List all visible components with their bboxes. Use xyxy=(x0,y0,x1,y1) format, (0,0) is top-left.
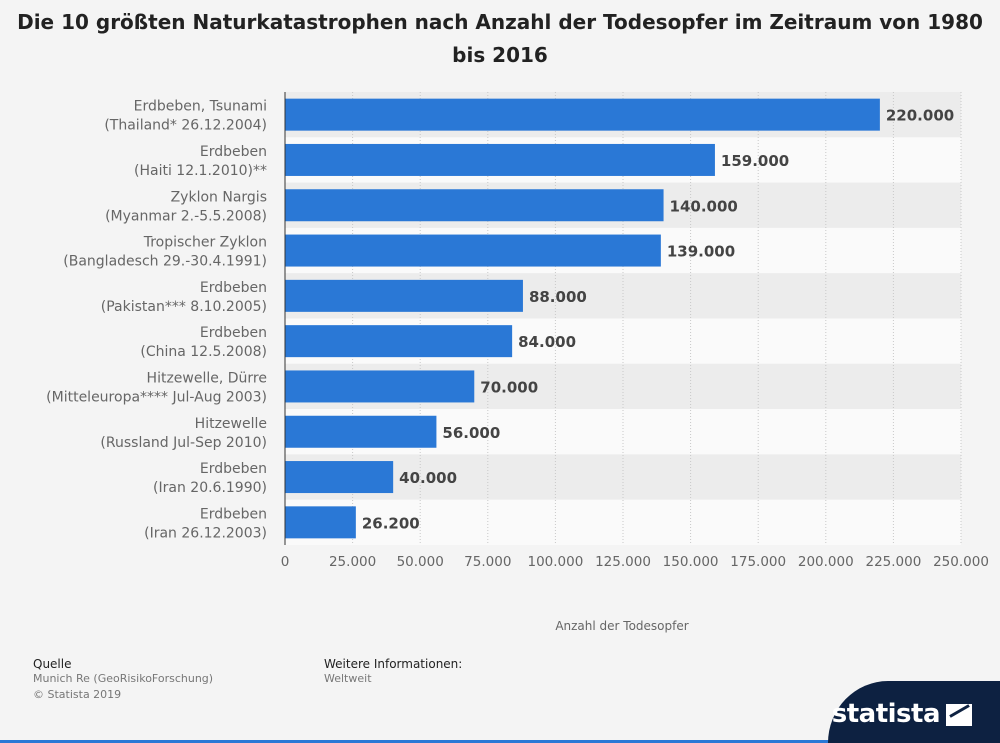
x-tick-label: 125.000 xyxy=(595,554,651,570)
category-label: (Mitteleuropa**** Jul-Aug 2003) xyxy=(46,389,267,405)
x-axis-title: Anzahl der Todesopfer xyxy=(555,619,688,633)
bar[interactable] xyxy=(285,279,523,312)
x-tick-label: 225.000 xyxy=(865,554,921,570)
bar[interactable] xyxy=(285,143,715,176)
x-tick-label: 100.000 xyxy=(527,554,583,570)
value-label: 159.000 xyxy=(721,152,789,170)
copyright-line: © Statista 2019 xyxy=(33,688,122,701)
category-label: Erdbeben xyxy=(200,144,267,160)
value-label: 88.000 xyxy=(529,288,587,306)
value-labels: 220.000 159.000 140.000 139.000 88.000 84.000… xyxy=(362,107,954,533)
bar[interactable] xyxy=(285,506,356,539)
category-label: Erdbeben xyxy=(200,461,267,477)
value-label: 70.000 xyxy=(480,378,538,396)
category-label: Erdbeben xyxy=(200,280,267,296)
bar-chart: Erdbeben, Tsunami (Thailand* 26.12.2004) E… xyxy=(46,92,989,633)
category-label: (Pakistan*** 8.10.2005) xyxy=(101,299,267,315)
value-label: 220.000 xyxy=(886,107,954,125)
bar[interactable] xyxy=(285,189,664,222)
x-tick-label: 75.000 xyxy=(464,554,511,570)
x-tick-label: 25.000 xyxy=(329,554,376,570)
bottom-accent-line xyxy=(0,740,840,743)
chart-title: Die 10 größten Naturkatastrophen nach An… xyxy=(17,10,983,67)
info-text: Weltweit xyxy=(324,672,372,685)
x-tick-label: 150.000 xyxy=(663,554,719,570)
category-label: Erdbeben xyxy=(200,325,267,341)
category-label: (Haiti 12.1.2010)** xyxy=(134,163,267,179)
category-label: (Myanmar 2.-5.5.2008) xyxy=(105,208,267,224)
category-label: Erdbeben xyxy=(200,506,267,522)
category-label: Hitzewelle xyxy=(195,416,267,432)
x-tick-label: 50.000 xyxy=(397,554,444,570)
info-heading: Weitere Informationen: xyxy=(324,657,463,671)
category-label: (Bangladesch 29.-30.4.1991) xyxy=(63,254,267,270)
category-label: Hitzewelle, Dürre xyxy=(147,370,267,386)
source-heading: Quelle xyxy=(33,657,72,671)
category-label: (Thailand* 26.12.2004) xyxy=(104,118,267,134)
bar[interactable] xyxy=(285,234,661,267)
statista-brand[interactable]: statista xyxy=(828,681,1000,743)
brand-name: statista xyxy=(831,699,941,729)
x-tick-label: 250.000 xyxy=(933,554,989,570)
category-labels: Erdbeben, Tsunami (Thailand* 26.12.2004) E… xyxy=(46,99,267,542)
bar[interactable] xyxy=(285,461,394,494)
x-tick-label: 200.000 xyxy=(798,554,854,570)
category-label: (Iran 20.6.1990) xyxy=(153,480,267,496)
bar[interactable] xyxy=(285,98,880,131)
x-tick-label: 175.000 xyxy=(730,554,786,570)
bar[interactable] xyxy=(285,370,475,403)
category-label: Erdbeben, Tsunami xyxy=(134,99,267,115)
bars xyxy=(285,98,880,539)
statista-logo-icon xyxy=(946,704,972,726)
value-label: 140.000 xyxy=(670,197,738,215)
x-tick-label: 0 xyxy=(281,554,290,570)
value-label: 139.000 xyxy=(667,243,735,261)
category-label: Zyklon Nargis xyxy=(171,189,267,205)
value-label: 26.200 xyxy=(362,514,420,532)
category-label: (Iran 26.12.2003) xyxy=(144,525,267,541)
value-label: 56.000 xyxy=(442,424,500,442)
bar[interactable] xyxy=(285,325,513,358)
x-tick-labels: 0 25.000 50.000 75.000 100.000 125.000 150.000… xyxy=(281,554,989,570)
value-label: 84.000 xyxy=(518,333,576,351)
category-label: (Russland Jul-Sep 2010) xyxy=(100,435,267,451)
bar[interactable] xyxy=(285,415,437,448)
category-label: (China 12.5.2008) xyxy=(140,344,267,360)
row-band xyxy=(285,499,961,545)
info-block: Weitere Informationen: Weltweit xyxy=(324,657,462,687)
value-label: 40.000 xyxy=(399,469,457,487)
source-line: Munich Re (GeoRisikoForschung) xyxy=(33,672,214,685)
category-label: Tropischer Zyklon xyxy=(143,235,267,251)
source-block: Quelle Munich Re (GeoRisikoForschung) © … xyxy=(33,657,213,703)
